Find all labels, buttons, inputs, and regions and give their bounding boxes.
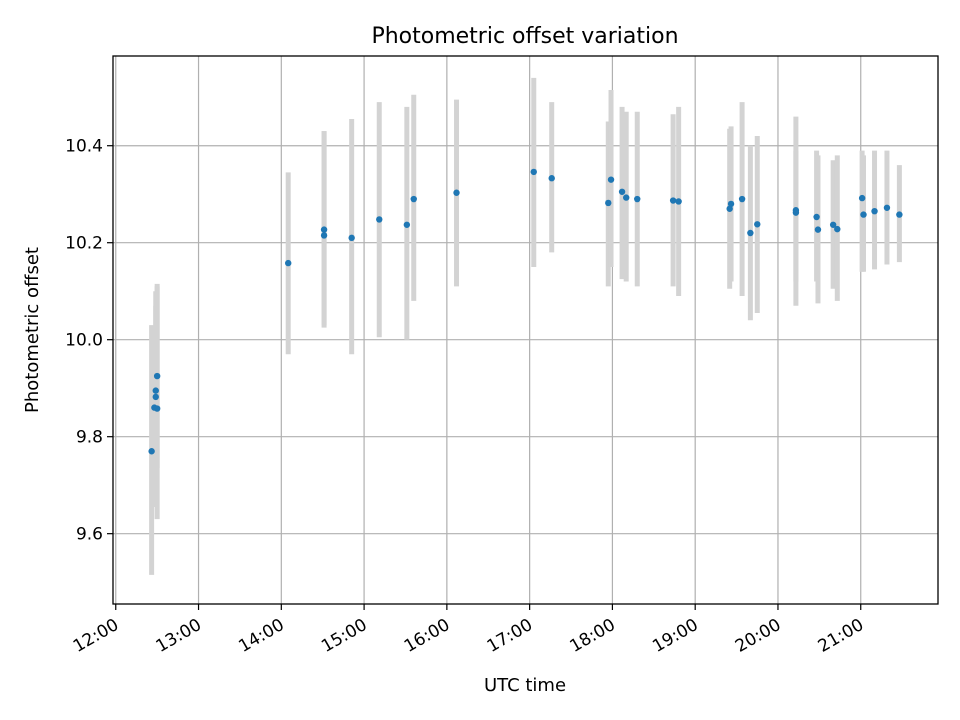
y-tick-label: 9.8 xyxy=(76,428,103,448)
data-point xyxy=(727,200,735,208)
y-tick-label: 9.6 xyxy=(76,525,103,545)
errorbar-layer xyxy=(149,77,902,575)
x-tick-label: 13:00 xyxy=(153,615,205,657)
data-point xyxy=(285,259,292,267)
data-point xyxy=(634,195,641,203)
x-tick-label: 21:00 xyxy=(815,615,867,657)
y-axis: 9.6 9.8 10.0 10.2 10.4 xyxy=(65,137,113,545)
data-point xyxy=(148,448,155,455)
data-point xyxy=(883,204,891,211)
data-point xyxy=(376,216,383,223)
data-point xyxy=(726,205,733,212)
data-point xyxy=(738,195,746,203)
data-point xyxy=(754,221,761,228)
data-point xyxy=(152,393,159,401)
x-tick-label: 16:00 xyxy=(401,615,453,657)
data-point xyxy=(896,211,903,218)
point-layer xyxy=(148,168,903,455)
data-point xyxy=(320,226,328,233)
x-tick-label: 12:00 xyxy=(70,615,122,657)
data-point xyxy=(348,234,355,242)
x-tick-label: 19:00 xyxy=(649,615,701,657)
data-point xyxy=(860,211,867,218)
x-tick-label: 14:00 xyxy=(235,615,287,657)
data-point xyxy=(607,176,615,183)
grid-layer xyxy=(113,56,938,604)
data-point xyxy=(453,189,460,196)
data-point xyxy=(829,221,837,228)
data-point xyxy=(871,207,878,215)
data-point xyxy=(814,226,822,233)
data-point xyxy=(813,213,820,221)
y-axis-label: Photometric offset xyxy=(22,247,43,413)
y-tick-label: 10.2 xyxy=(65,234,103,254)
plot-frame xyxy=(112,55,939,605)
x-tick-label: 15:00 xyxy=(318,615,370,657)
x-tick-label: 17:00 xyxy=(484,615,536,657)
chart-title: Photometric offset variation xyxy=(371,24,678,49)
data-point xyxy=(605,199,612,207)
x-axis: 12:00 13:00 14:00 15:00 16:00 17:00 18:00 19:00… xyxy=(70,604,867,657)
data-point xyxy=(153,372,161,380)
data-point xyxy=(410,195,417,203)
data-point xyxy=(153,405,161,412)
data-point xyxy=(618,188,626,195)
data-point xyxy=(858,194,866,202)
x-tick-label: 18:00 xyxy=(566,615,618,657)
data-point xyxy=(675,198,682,205)
data-point xyxy=(548,175,555,182)
data-point xyxy=(530,168,537,176)
data-point xyxy=(792,207,800,214)
data-point xyxy=(747,229,754,237)
y-tick-label: 10.4 xyxy=(65,137,103,157)
data-point xyxy=(403,221,411,228)
x-tick-label: 20:00 xyxy=(732,615,784,657)
data-point xyxy=(320,232,328,239)
data-point xyxy=(623,194,630,201)
data-point xyxy=(834,225,841,233)
data-point xyxy=(669,197,677,204)
x-axis-label: UTC time xyxy=(484,675,566,696)
data-point xyxy=(152,387,159,394)
y-tick-label: 10.0 xyxy=(65,331,103,351)
